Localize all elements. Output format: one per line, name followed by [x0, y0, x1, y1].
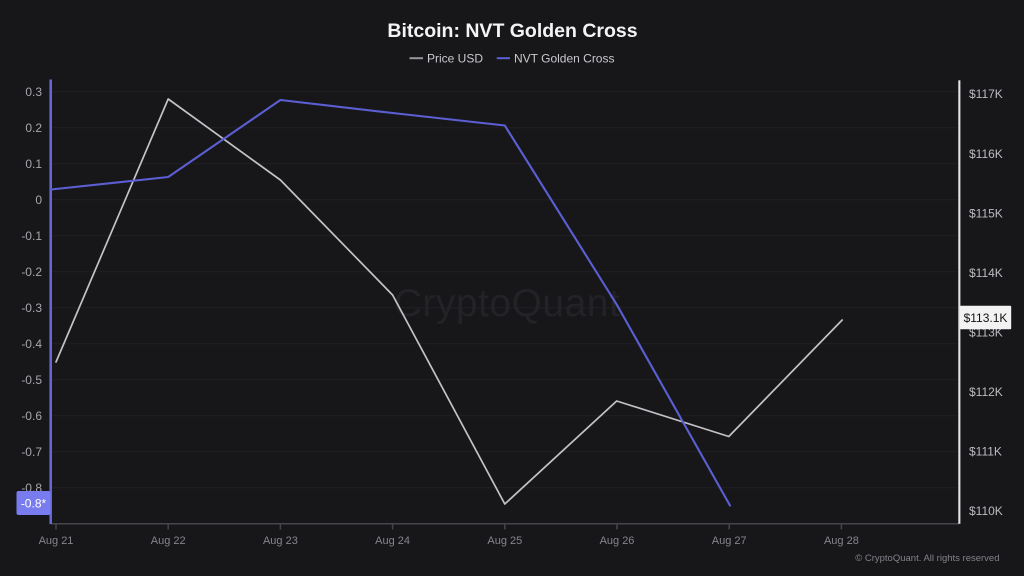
svg-text:-0.5: -0.5 [21, 373, 42, 387]
svg-text:Price USD: Price USD [427, 51, 483, 65]
svg-text:Aug 25: Aug 25 [487, 535, 522, 547]
svg-text:0: 0 [35, 193, 42, 207]
svg-text:-0.4: -0.4 [21, 337, 42, 351]
svg-text:Aug 27: Aug 27 [712, 535, 747, 547]
svg-text:$114K: $114K [969, 266, 1003, 280]
svg-text:0.3: 0.3 [25, 85, 42, 99]
svg-text:$111K: $111K [969, 445, 1002, 459]
svg-text:Aug 23: Aug 23 [263, 535, 298, 547]
svg-text:$113.1K: $113.1K [964, 311, 1008, 325]
svg-text:$112K: $112K [969, 385, 1003, 399]
svg-text:Aug 21: Aug 21 [39, 535, 74, 547]
svg-text:0.1: 0.1 [25, 157, 42, 171]
svg-text:© CryptoQuant. All rights rese: © CryptoQuant. All rights reserved [855, 553, 999, 564]
svg-text:-0.6: -0.6 [21, 409, 42, 423]
svg-text:$115K: $115K [969, 206, 1003, 220]
svg-text:$117K: $117K [969, 87, 1003, 101]
svg-text:NVT Golden Cross: NVT Golden Cross [514, 51, 614, 65]
svg-text:-0.3: -0.3 [21, 301, 42, 315]
svg-text:Aug 26: Aug 26 [600, 535, 635, 547]
svg-text:-0.7: -0.7 [21, 445, 42, 459]
svg-text:CryptoQuant: CryptoQuant [394, 282, 621, 325]
svg-text:$116K: $116K [969, 147, 1003, 161]
svg-text:0.2: 0.2 [25, 121, 42, 135]
svg-text:Aug 22: Aug 22 [151, 535, 186, 547]
svg-text:-0.1: -0.1 [21, 229, 42, 243]
svg-text:-0.2: -0.2 [21, 265, 42, 279]
svg-text:Bitcoin: NVT Golden Cross: Bitcoin: NVT Golden Cross [387, 20, 637, 42]
svg-text:-0.8*: -0.8* [21, 497, 47, 511]
svg-text:Aug 28: Aug 28 [824, 535, 859, 547]
svg-text:$110K: $110K [969, 504, 1003, 518]
svg-text:Aug 24: Aug 24 [375, 535, 410, 547]
